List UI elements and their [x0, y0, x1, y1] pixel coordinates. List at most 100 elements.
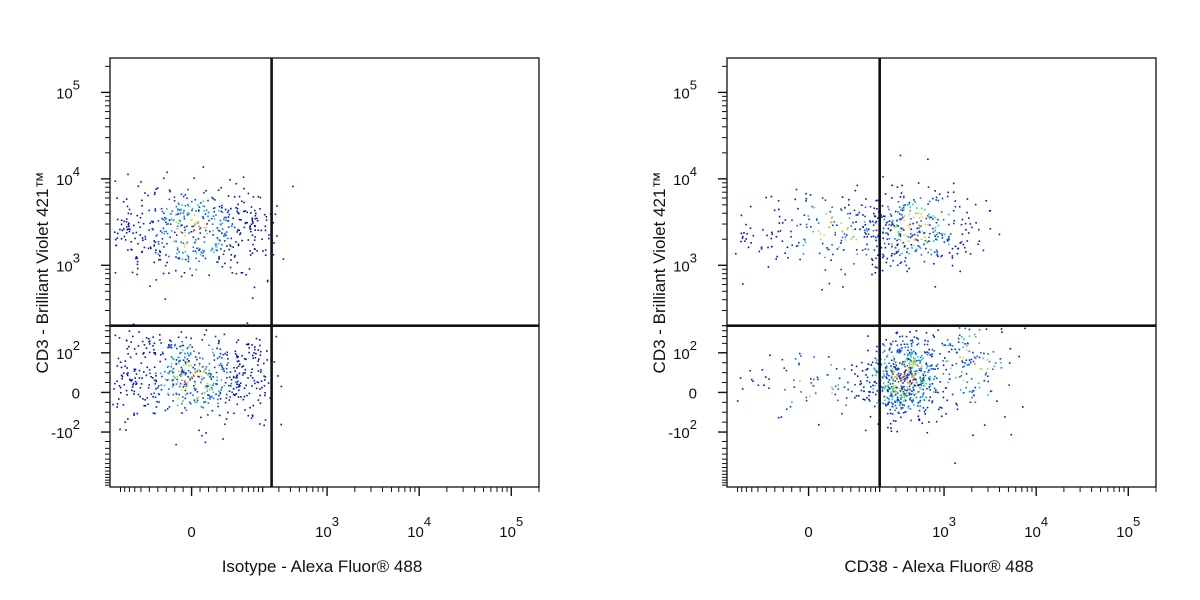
- data-point: [942, 373, 945, 375]
- data-point: [899, 239, 902, 241]
- data-point: [233, 196, 236, 198]
- y-tick-label: 105: [673, 77, 697, 102]
- data-point: [948, 373, 951, 375]
- data-point: [160, 353, 162, 356]
- data-point: [899, 218, 901, 220]
- data-point: [892, 223, 894, 226]
- data-point: [238, 383, 240, 386]
- data-point: [948, 239, 950, 241]
- data-point: [896, 264, 899, 267]
- data-point: [127, 418, 129, 420]
- data-point: [903, 375, 905, 378]
- data-point: [890, 351, 893, 353]
- data-point: [946, 240, 949, 242]
- data-point: [887, 233, 889, 236]
- data-point: [916, 227, 918, 230]
- x-tick-label: 105: [1116, 514, 1140, 541]
- data-point: [911, 352, 913, 355]
- data-point: [177, 202, 180, 204]
- data-point: [903, 209, 905, 211]
- data-point: [906, 204, 909, 206]
- y-tick-label: 103: [673, 250, 697, 275]
- data-point: [186, 197, 188, 200]
- data-point: [127, 173, 129, 176]
- data-point: [183, 384, 186, 387]
- data-point: [866, 397, 868, 399]
- data-point: [210, 396, 213, 398]
- data-point: [857, 213, 859, 216]
- data-point: [114, 238, 117, 241]
- data-point: [182, 211, 185, 214]
- data-point: [771, 231, 773, 234]
- data-point: [934, 216, 936, 219]
- data-point: [218, 255, 220, 258]
- data-point: [961, 233, 964, 235]
- data-point: [915, 378, 917, 381]
- data-point: [118, 398, 120, 400]
- data-point: [914, 374, 917, 376]
- data-point: [917, 405, 919, 407]
- data-point: [890, 427, 892, 429]
- data-point: [177, 209, 179, 211]
- data-point: [892, 403, 894, 405]
- y-tick-label: 0: [689, 385, 697, 402]
- data-point: [239, 382, 242, 384]
- data-point: [205, 329, 208, 331]
- data-point: [1008, 362, 1011, 364]
- data-point: [869, 400, 871, 402]
- data-point: [872, 229, 875, 232]
- data-point: [928, 376, 930, 379]
- data-point: [744, 240, 746, 242]
- data-point: [132, 232, 134, 234]
- data-point: [933, 336, 935, 338]
- data-point: [935, 391, 937, 393]
- data-point: [941, 407, 943, 409]
- data-point: [194, 380, 196, 383]
- data-point: [827, 356, 830, 358]
- data-point: [153, 244, 155, 246]
- data-point: [887, 389, 889, 391]
- data-point: [847, 226, 850, 229]
- data-point: [237, 339, 240, 341]
- data-point: [155, 379, 157, 382]
- data-point: [916, 234, 919, 237]
- data-point: [875, 361, 877, 364]
- data-point: [184, 229, 186, 231]
- data-point: [243, 201, 245, 204]
- data-point: [770, 195, 773, 198]
- data-point: [908, 362, 910, 365]
- data-point: [180, 241, 182, 243]
- data-point: [141, 199, 143, 202]
- data-point: [920, 382, 923, 384]
- data-point: [144, 356, 147, 358]
- data-point: [777, 200, 780, 202]
- data-point: [903, 394, 905, 397]
- data-point: [972, 389, 975, 392]
- data-point: [166, 208, 168, 210]
- data-point: [968, 390, 971, 393]
- data-point: [233, 375, 235, 378]
- data-point: [208, 362, 211, 365]
- data-point: [180, 351, 182, 354]
- data-point: [974, 357, 977, 360]
- data-point: [890, 343, 893, 345]
- data-point: [963, 246, 966, 249]
- data-point: [947, 360, 949, 362]
- data-point: [832, 253, 834, 256]
- data-point: [901, 396, 903, 398]
- data-point: [956, 408, 959, 411]
- data-point: [212, 207, 215, 210]
- data-point: [183, 370, 186, 372]
- data-point: [909, 223, 911, 226]
- data-point: [161, 210, 164, 213]
- data-point: [247, 192, 250, 195]
- data-point: [910, 360, 912, 363]
- data-point: [191, 346, 193, 348]
- data-point: [918, 418, 920, 421]
- data-point: [901, 347, 903, 349]
- data-point: [903, 234, 905, 236]
- data-point: [197, 204, 199, 207]
- data-point: [244, 409, 246, 411]
- data-point: [187, 376, 190, 378]
- data-point: [882, 402, 884, 405]
